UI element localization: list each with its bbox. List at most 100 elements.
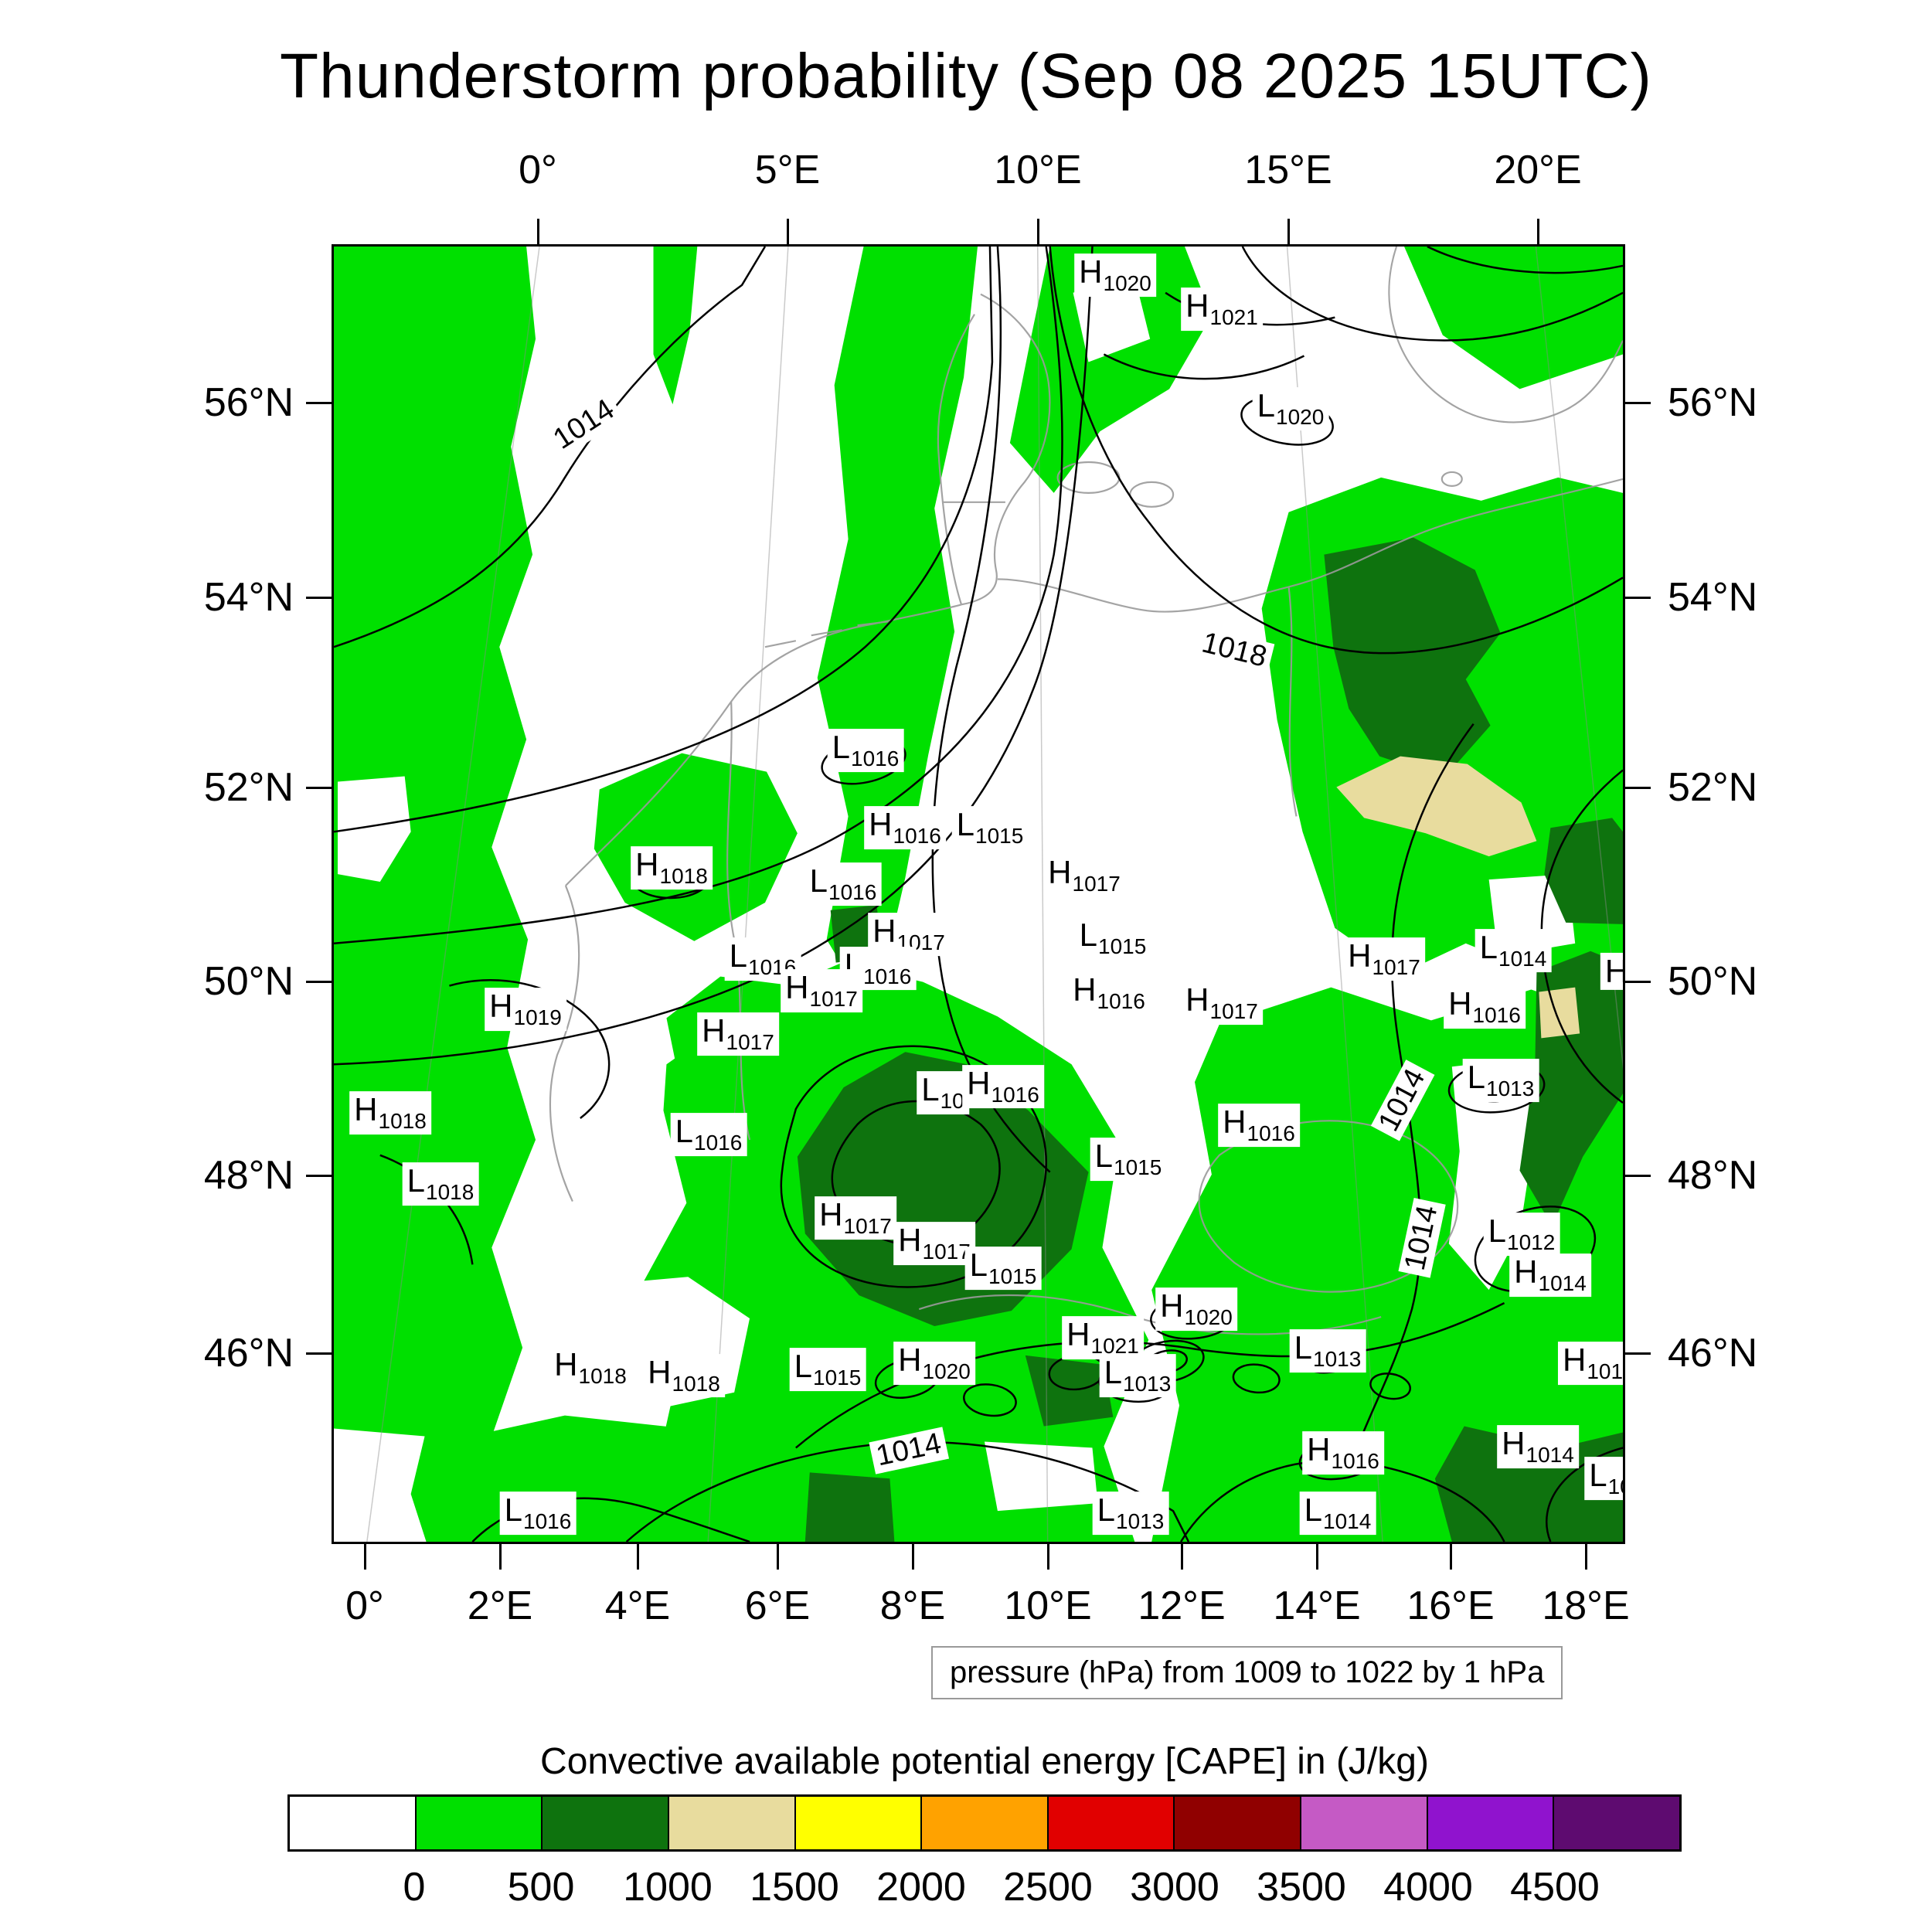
pressure-center-value: 1017 — [1072, 872, 1121, 896]
colorbar-segment — [414, 1797, 542, 1849]
pressure-center-label: L1015 — [1074, 917, 1151, 960]
pressure-center-value: 1020 — [1276, 405, 1325, 430]
pressure-center-label: H1014 — [1497, 1425, 1579, 1468]
pressure-center-label: H1016 — [1444, 985, 1526, 1029]
pressure-center-label: H1020 — [1074, 253, 1156, 297]
pressure-center-label: H1018 — [643, 1354, 725, 1397]
pressure-center-letter: H — [1160, 1287, 1184, 1325]
pressure-center-letter: H — [1448, 985, 1472, 1022]
colorbar-tick-label: 4000 — [1383, 1865, 1473, 1910]
axis-label-top: 5°E — [754, 148, 821, 192]
pressure-center-label: L1013 — [1462, 1059, 1539, 1102]
axis-tick-bottom — [1585, 1544, 1587, 1570]
colorbar-segment — [1046, 1797, 1174, 1849]
pressure-center-value: 1018 — [659, 864, 708, 889]
pressure-center-letter: L — [1488, 1213, 1507, 1250]
pressure-center-label: H1017 — [1343, 937, 1425, 981]
axis-label-bottom: 18°E — [1542, 1583, 1630, 1628]
contour-value-label: 1014 — [1398, 1198, 1446, 1278]
pressure-center-label: L1012 — [1483, 1213, 1560, 1256]
pressure-center-value: 1016 — [1097, 989, 1145, 1014]
axis-label-right: 46°N — [1668, 1331, 1758, 1376]
pressure-center-letter: L — [675, 1113, 694, 1150]
pressure-center-value: 1021 — [1090, 1334, 1139, 1359]
pressure-center-label: H1017 — [815, 1196, 896, 1240]
pressure-center-value: 1016 — [1331, 1449, 1379, 1474]
pressure-center-label: L1015 — [789, 1348, 866, 1391]
colorbar-segment — [1300, 1797, 1427, 1849]
pressure-center-letter: L — [1104, 1354, 1123, 1391]
pressure-center-value: 1016 — [1472, 1003, 1521, 1028]
pressure-center-letter: H — [648, 1354, 672, 1391]
pressure-center-letter: H — [635, 846, 659, 883]
pressure-center-letter: L — [1257, 387, 1276, 424]
pressure-center-value: 1018 — [378, 1109, 427, 1134]
pressure-center-value: 1013 — [1313, 1347, 1362, 1372]
axis-label-top: 0° — [519, 148, 557, 192]
colorbar-segment — [541, 1797, 668, 1849]
pressure-center-label: H1021 — [1181, 287, 1263, 331]
pressure-center-letter: H — [1185, 981, 1209, 1019]
axis-label-bottom: 8°E — [879, 1583, 946, 1628]
pressure-center-value: 1015 — [1098, 934, 1147, 959]
pressure-center-letter: H — [1079, 253, 1103, 291]
pressure-center-letter: L — [809, 862, 828, 900]
pressure-center-letter: L — [1479, 929, 1498, 966]
axis-label-right: 48°N — [1668, 1153, 1758, 1198]
pressure-center-letter: H — [702, 1012, 726, 1049]
axis-tick-left — [306, 1352, 332, 1355]
pressure-center-value: 1015 — [813, 1366, 862, 1390]
axis-tick-bottom — [777, 1544, 779, 1570]
pressure-center-label: L1015 — [951, 806, 1029, 849]
pressure-center-label: L1015 — [1090, 1138, 1167, 1181]
pressure-center-label: H1017 — [1043, 854, 1125, 897]
pressure-center-value: 1016 — [694, 1131, 743, 1155]
axis-tick-bottom — [1316, 1544, 1318, 1570]
colorbar-segment — [794, 1797, 921, 1849]
pressure-center-value: 1016 — [863, 964, 912, 989]
axis-tick-top — [1037, 219, 1039, 244]
pressure-center-letter: H — [1605, 953, 1623, 989]
cape-caption: Convective available potential energy [C… — [540, 1741, 1429, 1782]
contour-value-label: 1014 — [1370, 1060, 1435, 1141]
pressure-center-letter: H — [1048, 854, 1072, 891]
pressure-caption-box: pressure (hPa) from 1009 to 1022 by 1 hP… — [931, 1646, 1563, 1699]
axis-tick-top — [787, 219, 789, 244]
pressure-center-letter: H — [819, 1196, 843, 1233]
pressure-center-value: 1015 — [988, 1264, 1037, 1289]
pressure-labels-layer: H1020 H1021 L1020 L1016 H1016 L1015 H1018 H1017… — [334, 247, 1623, 1542]
pressure-center-letter: H — [554, 1346, 578, 1383]
pressure-center-label: L1018 — [402, 1162, 479, 1206]
pressure-center-value: 1017 — [726, 1030, 774, 1055]
map-frame: H1020 H1021 L1020 L1016 H1016 L1015 H1018 H1017… — [332, 244, 1625, 1544]
pressure-center-value: 1016 — [523, 1509, 572, 1534]
pressure-center-letter: L — [406, 1162, 426, 1199]
pressure-center-label: H101 — [1557, 1342, 1623, 1385]
colorbar-tick-label: 3000 — [1130, 1865, 1219, 1910]
pressure-center-label: L1016 — [499, 1492, 577, 1535]
axis-label-left: 50°N — [203, 959, 294, 1004]
axis-label-bottom: 10°E — [1004, 1583, 1092, 1628]
axis-label-bottom: 12°E — [1138, 1583, 1226, 1628]
pressure-center-value: 1016 — [851, 747, 900, 771]
axis-tick-left — [306, 1175, 332, 1177]
pressure-center-letter: H — [967, 1065, 991, 1102]
pressure-center-value: 1019 — [513, 1005, 562, 1030]
pressure-center-label: L1014 — [1475, 929, 1552, 972]
pressure-center-value: 1018 — [672, 1372, 720, 1396]
cape-colorbar — [287, 1794, 1682, 1852]
pressure-center-value: 1021 — [1209, 305, 1258, 330]
axis-tick-top — [1287, 219, 1290, 244]
pressure-center-letter: H — [489, 988, 513, 1025]
axis-tick-left — [306, 787, 332, 789]
axis-label-left: 46°N — [203, 1331, 294, 1376]
pressure-center-value: 10 — [940, 1089, 964, 1114]
axis-tick-right — [1625, 1175, 1651, 1177]
pressure-center-label: L10 — [917, 1071, 969, 1114]
axis-tick-right — [1625, 1352, 1651, 1355]
pressure-center-value: 1014 — [1538, 1271, 1587, 1296]
pressure-center-value: 1018 — [578, 1364, 627, 1389]
pressure-center-value: 1017 — [809, 987, 858, 1012]
contour-value-label: 1018 — [1194, 625, 1274, 676]
